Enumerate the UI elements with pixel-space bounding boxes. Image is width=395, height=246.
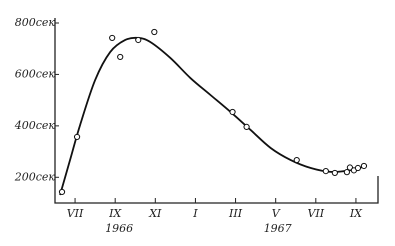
data-point bbox=[73, 133, 81, 141]
data-point bbox=[331, 169, 338, 177]
y-tick-label: 200сек bbox=[14, 170, 56, 183]
year-label: 1967 bbox=[264, 222, 292, 235]
x-tick-label: XI bbox=[148, 207, 162, 220]
axis-frame bbox=[54, 18, 379, 204]
data-point bbox=[229, 108, 236, 116]
data-point bbox=[354, 164, 362, 172]
data-point bbox=[243, 123, 250, 130]
data-point bbox=[343, 169, 351, 176]
data-point bbox=[135, 36, 142, 44]
fit-curve bbox=[59, 36, 367, 196]
year-label: 1966 bbox=[105, 222, 133, 235]
x-tick-label: VII bbox=[67, 207, 84, 220]
data-point bbox=[322, 168, 329, 175]
y-tick-label: 800сек bbox=[15, 16, 56, 29]
x-tick-label: I bbox=[192, 207, 198, 220]
data-point bbox=[109, 34, 116, 42]
data-point bbox=[117, 53, 124, 61]
y-tick-label: 600сек bbox=[15, 67, 56, 80]
data-point bbox=[346, 164, 354, 171]
data-point bbox=[151, 28, 158, 36]
x-tick-label: V bbox=[272, 207, 281, 220]
x-tick-label: IX bbox=[108, 207, 122, 220]
x-tick-label: VII bbox=[307, 207, 324, 220]
y-tick-label: 400сек bbox=[14, 119, 56, 132]
data-point bbox=[293, 156, 300, 164]
data-point bbox=[58, 188, 66, 196]
x-tick-label: IX bbox=[349, 207, 363, 220]
data-point bbox=[360, 162, 368, 170]
x-tick-label: III bbox=[228, 207, 243, 220]
